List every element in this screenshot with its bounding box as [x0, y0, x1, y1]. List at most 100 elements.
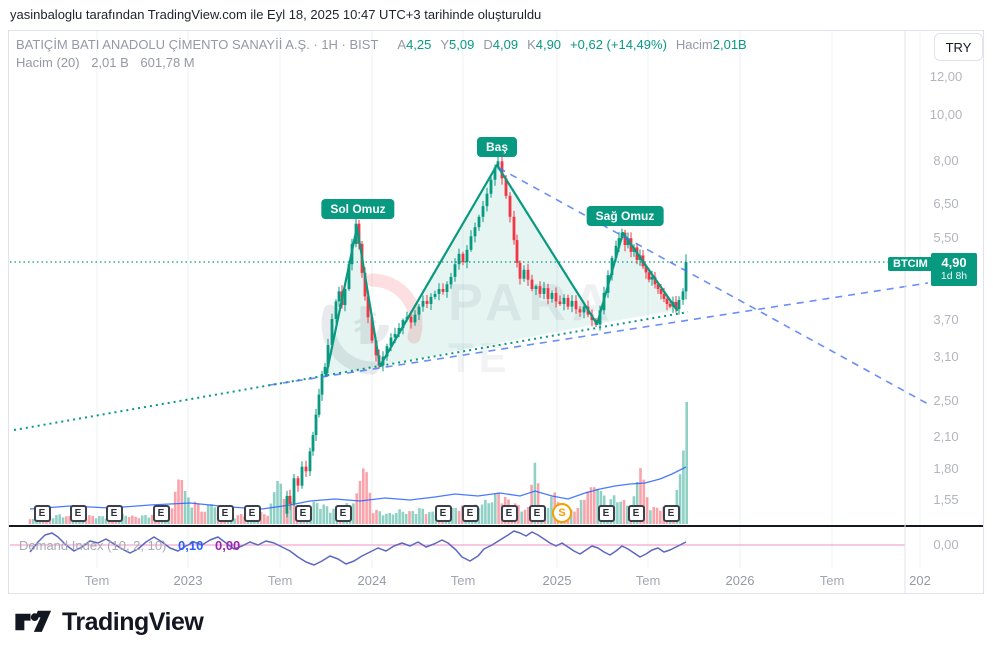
candle-body [385, 346, 389, 357]
volume-bar [276, 481, 279, 524]
earnings-marker[interactable]: E [152, 505, 170, 522]
candle-body [421, 300, 425, 307]
watermark-arc-gray [321, 304, 379, 375]
candle-body [623, 232, 627, 245]
candle-body [570, 300, 574, 307]
watermark-arc-red [365, 273, 423, 344]
pattern-outline-layer [324, 163, 679, 378]
open-value: 4,25 [406, 37, 432, 52]
volume-bar [395, 513, 398, 524]
volume-bar [659, 510, 662, 524]
volume-bar [263, 514, 266, 524]
earnings-marker[interactable]: E [597, 505, 615, 522]
candle-body [473, 227, 477, 237]
candle-body [684, 262, 688, 292]
volume-bar [533, 462, 537, 524]
earnings-marker[interactable]: E [69, 505, 87, 522]
currency-toggle-button[interactable]: TRY [934, 33, 983, 61]
demand-index-value-1: 0,10 [178, 538, 204, 553]
candle-body [437, 289, 441, 294]
candle-body [493, 167, 497, 180]
volume-bar [147, 517, 151, 524]
volume-bar [173, 491, 177, 524]
volume-bar [401, 511, 405, 524]
volume-bar [576, 508, 580, 524]
earnings-marker[interactable]: E [662, 505, 680, 522]
candle-body [413, 314, 417, 323]
left-shoulder-badge[interactable]: Sol Omuz [321, 199, 395, 219]
candle-body [288, 495, 292, 504]
volume-bar [233, 518, 236, 524]
earnings-marker[interactable]: E [500, 505, 518, 522]
pattern-outline [378, 163, 599, 368]
volume-value: 2,01B [712, 37, 747, 52]
candle-body [330, 319, 334, 345]
candle-body [317, 394, 321, 415]
volume-bar [642, 479, 646, 524]
volume-bar [414, 514, 418, 524]
volume-bar [586, 491, 589, 524]
candle-body [647, 272, 651, 280]
candle-body [542, 288, 546, 294]
candle-body [566, 297, 570, 307]
candle-body [662, 293, 666, 299]
earnings-marker[interactable]: E [334, 505, 352, 522]
volume-bar [497, 492, 500, 524]
candle-body [401, 320, 405, 329]
volume-bar [65, 516, 68, 524]
low-label: D [483, 37, 493, 52]
time-axis-label: Tem [267, 573, 293, 588]
earnings-marker[interactable]: E [294, 505, 312, 522]
price-tick-label: 3,10 [933, 348, 959, 364]
volume-bar [421, 508, 424, 524]
volume-bar [451, 508, 454, 524]
head-badge[interactable]: Baş [476, 137, 518, 157]
earnings-marker[interactable]: E [627, 505, 645, 522]
volume-bar [408, 511, 411, 524]
earnings-marker[interactable]: E [461, 505, 479, 522]
candle-body [457, 253, 461, 265]
volume-bar [200, 511, 203, 524]
volume-bar [418, 508, 421, 524]
candle-body [489, 179, 493, 194]
volume-bar [589, 487, 593, 524]
volume-bar [282, 499, 286, 524]
earnings-marker[interactable]: E [528, 505, 546, 522]
volume-bar [236, 515, 240, 524]
volume-bar [137, 518, 141, 524]
volume-bar [593, 487, 596, 524]
candle-body [617, 238, 621, 246]
volume-bar [187, 497, 190, 524]
volume-bar [94, 518, 98, 524]
volume-bar [127, 517, 131, 524]
candle-body [300, 466, 304, 486]
candle-body [504, 178, 508, 196]
volume-bar [579, 500, 583, 524]
candle-body [363, 272, 367, 297]
volume-bar [523, 509, 527, 524]
candle-body [518, 262, 522, 279]
tradingview-logo[interactable]: TradingView [14, 606, 204, 638]
time-axis-label: Tem [635, 573, 661, 588]
earnings-marker[interactable]: E [243, 505, 261, 522]
earnings-marker[interactable]: E [33, 505, 51, 522]
volume-bar [622, 500, 626, 524]
time-axis-label: 202 [909, 573, 931, 588]
candle-body [292, 478, 296, 504]
earnings-marker[interactable]: E [434, 505, 452, 522]
price-tick-label: 2,10 [933, 429, 959, 445]
volume-bar [378, 511, 382, 524]
volume-bar [325, 506, 329, 524]
attribution-text: yasinbaloglu tarafından TradingView.com … [10, 7, 542, 22]
split-marker[interactable]: S [552, 503, 572, 523]
change-value: +0,62 (+14,49%) [570, 37, 667, 52]
volume-bar [239, 514, 243, 524]
earnings-marker[interactable]: E [105, 505, 123, 522]
volume-bar [375, 509, 378, 524]
earnings-marker[interactable]: E [216, 505, 234, 522]
right-shoulder-badge[interactable]: Sağ Omuz [586, 206, 664, 226]
volume-bar [652, 507, 655, 524]
candle-body [485, 193, 489, 207]
volume-bar [315, 503, 319, 524]
